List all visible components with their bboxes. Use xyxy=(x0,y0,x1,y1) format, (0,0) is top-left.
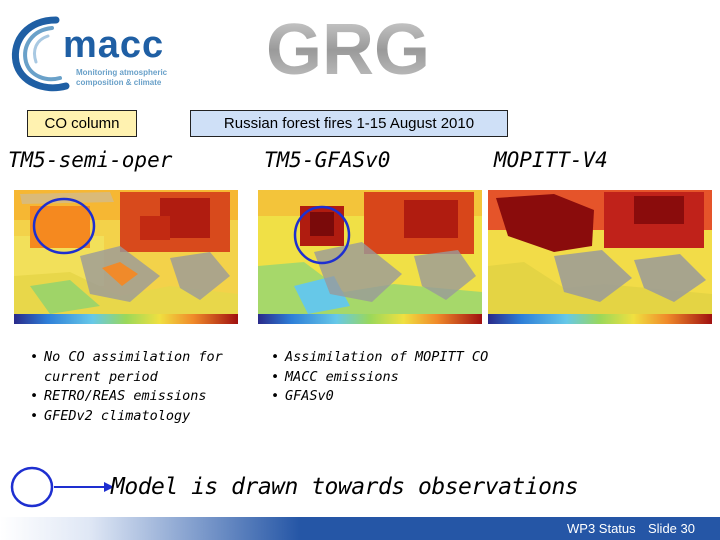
panel-title-tm5-semi-oper: TM5-semi-oper xyxy=(8,148,173,172)
legend-circle-arrow-icon xyxy=(10,466,114,508)
panel-title-tm5-gfasv0: TM5-GFASv0 xyxy=(264,148,391,172)
footer-slide-number: Slide 30 xyxy=(648,521,695,536)
notes-tm5-semi-oper: No CO assimilation for current period RE… xyxy=(30,348,262,426)
macc-logo: macc Monitoring atmospheric composition … xyxy=(8,6,208,96)
macc-logo-word: macc xyxy=(63,24,165,66)
note-item: GFEDv2 climatology xyxy=(30,407,262,427)
grg-logo: GRG xyxy=(248,10,448,90)
macc-tagline-line2: composition & climate xyxy=(76,78,162,87)
highlight-circle xyxy=(293,205,351,265)
map-tm5-gfasv0 xyxy=(254,176,486,336)
grg-logo-text: GRG xyxy=(266,10,430,84)
footer-status: WP3 Status xyxy=(567,521,636,536)
note-item: No CO assimilation for current period xyxy=(30,348,262,387)
footer-gradient xyxy=(0,517,300,540)
note-item: RETRO/REAS emissions xyxy=(30,387,262,407)
map-tm5-semi-oper xyxy=(10,176,242,336)
note-item: MACC emissions xyxy=(271,368,531,388)
notes-tm5-gfasv0: Assimilation of MOPITT CO MACC emissions… xyxy=(271,348,531,407)
legend-text: Model is drawn towards observations xyxy=(111,474,579,500)
panel-title-mopitt-v4: MOPITT-V4 xyxy=(494,148,608,172)
note-item: GFASv0 xyxy=(271,387,531,407)
macc-swirl-icon xyxy=(11,16,70,92)
map-mopitt-v4 xyxy=(484,176,716,336)
macc-tagline-line1: Monitoring atmospheric xyxy=(76,68,168,77)
highlight-circle xyxy=(32,197,96,255)
co-column-label: CO column xyxy=(27,110,137,137)
forest-fires-label: Russian forest fires 1-15 August 2010 xyxy=(190,110,508,137)
macc-logo-tagline: Monitoring atmospheric composition & cli… xyxy=(76,68,167,88)
footer-bar: WP3 Status Slide 30 xyxy=(0,517,720,540)
note-item: Assimilation of MOPITT CO xyxy=(271,348,531,368)
